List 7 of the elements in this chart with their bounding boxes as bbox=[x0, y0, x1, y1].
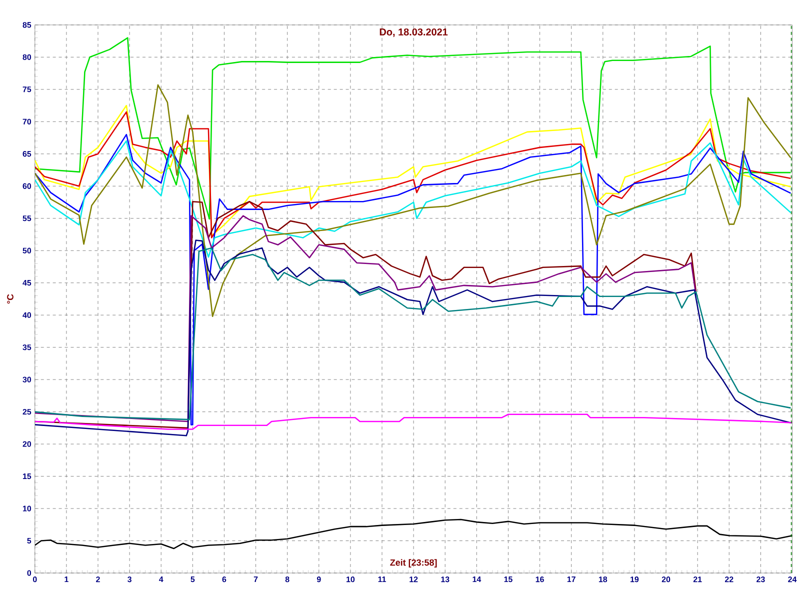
line-series bbox=[34, 414, 792, 430]
x-axis-title: Zeit [23:58] bbox=[390, 559, 437, 568]
line-series bbox=[34, 134, 792, 426]
line-series bbox=[34, 37, 792, 220]
line-series bbox=[34, 84, 792, 318]
y-axis-title: °C bbox=[7, 294, 14, 304]
chart-title: Do, 18.03.2021 bbox=[380, 28, 448, 37]
